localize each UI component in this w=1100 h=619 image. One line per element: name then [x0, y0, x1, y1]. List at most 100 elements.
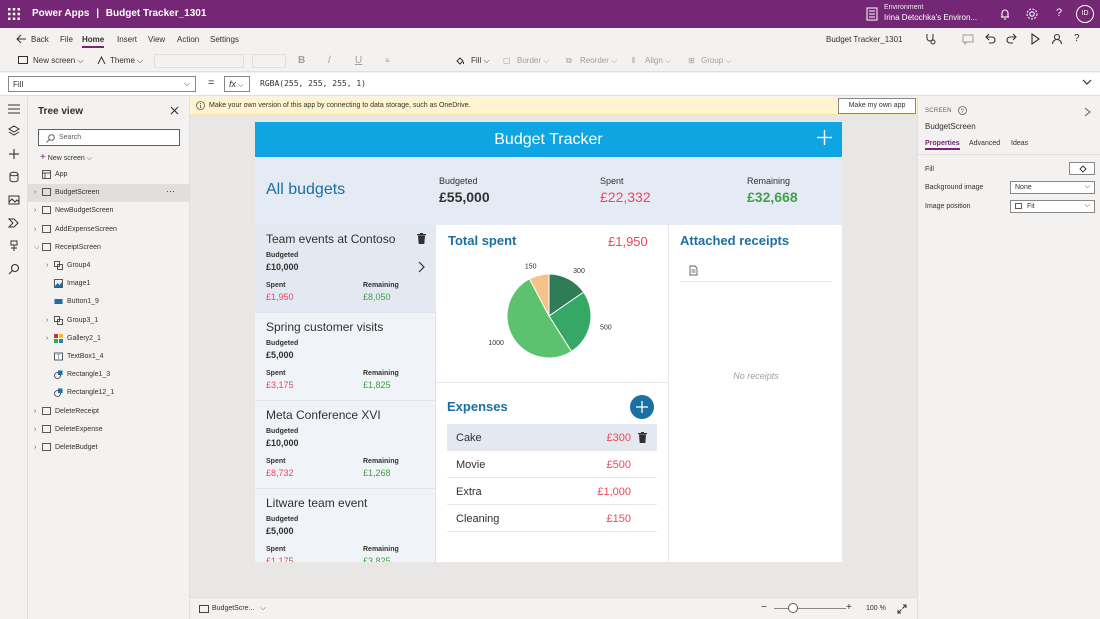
help-icon[interactable]: ?: [1055, 7, 1063, 19]
chevron-right-icon[interactable]: ›: [46, 262, 49, 269]
help-circle-icon[interactable]: ?: [957, 106, 967, 115]
tree-item[interactable]: › DeleteExpense: [28, 421, 190, 439]
search-icon[interactable]: [8, 263, 20, 275]
tree-item[interactable]: Button1_9: [28, 293, 190, 311]
play-preview-icon[interactable]: [1029, 33, 1041, 45]
advanced-tools-icon[interactable]: [8, 240, 20, 252]
budget-list-item[interactable]: Litware team event Budgeted £5,000 Spent £1,…: [255, 489, 436, 562]
close-icon[interactable]: [170, 106, 179, 115]
chevron-down-icon[interactable]: ⌵: [34, 243, 40, 251]
menu-file[interactable]: File: [60, 35, 73, 44]
fill-button[interactable]: Fill ⌵: [471, 56, 490, 65]
tree-item[interactable]: › DeleteBudget: [28, 439, 190, 457]
tree-item[interactable]: › Group3_1: [28, 312, 190, 330]
tree-item[interactable]: › AddExpenseScreen: [28, 221, 190, 239]
tree-view-layers-icon[interactable]: [8, 125, 20, 137]
align-button[interactable]: Align ⌵: [645, 56, 672, 65]
property-dropdown[interactable]: Fill ⌵: [8, 76, 196, 92]
align-icon[interactable]: ⫴: [632, 56, 636, 65]
trash-icon[interactable]: [417, 233, 426, 244]
power-automate-icon[interactable]: [8, 217, 20, 229]
avatar[interactable]: ID: [1076, 5, 1094, 23]
chevron-right-icon[interactable]: ›: [34, 407, 37, 415]
group-button[interactable]: Group ⌵: [701, 56, 732, 65]
italic-button[interactable]: /: [328, 55, 331, 66]
app-launcher-icon[interactable]: [8, 8, 20, 20]
chevron-right-icon[interactable]: ›: [34, 207, 37, 215]
chevron-right-icon[interactable]: ›: [46, 316, 49, 324]
zoom-slider-track[interactable]: [774, 608, 846, 609]
notifications-icon[interactable]: [998, 7, 1012, 21]
expense-row[interactable]: Movie £500: [447, 451, 657, 478]
environment-name[interactable]: Irina Detochka's Environ...: [884, 13, 978, 22]
background-image-dropdown[interactable]: None ⌵: [1010, 181, 1095, 194]
reorder-icon[interactable]: ⧉: [566, 56, 572, 65]
add-expense-button[interactable]: [630, 395, 654, 419]
tree-item[interactable]: › NewBudgetScreen: [28, 202, 190, 220]
expand-formula-icon[interactable]: [1082, 78, 1092, 86]
fill-color-picker[interactable]: [1069, 162, 1095, 175]
border-icon[interactable]: ▢: [503, 56, 511, 65]
text-align-icon[interactable]: ≡: [385, 56, 390, 65]
chevron-right-icon[interactable]: ›: [46, 334, 49, 342]
tree-item[interactable]: ⌵ ReceiptScreen: [28, 239, 190, 257]
budget-list-item[interactable]: Meta Conference XVI Budgeted £10,000 Spent £…: [255, 401, 436, 489]
document-icon[interactable]: [689, 265, 698, 276]
current-screen-selector[interactable]: BudgetScre... ⌵: [212, 605, 266, 612]
zoom-in-button[interactable]: +: [846, 602, 852, 613]
chevron-right-icon[interactable]: ›: [34, 225, 37, 233]
new-screen-icon[interactable]: [18, 56, 28, 64]
border-button[interactable]: Border ⌵: [517, 56, 550, 65]
help-question-icon[interactable]: ?: [1074, 33, 1080, 44]
chevron-right-icon[interactable]: ›: [34, 444, 37, 451]
redo-icon[interactable]: [1006, 33, 1018, 45]
back-arrow-icon[interactable]: [16, 34, 28, 46]
trash-icon[interactable]: [638, 432, 647, 443]
chevron-right-icon[interactable]: ›: [34, 189, 37, 197]
settings-gear-icon[interactable]: [1025, 7, 1039, 21]
tree-item[interactable]: Rectangle12_1: [28, 384, 190, 402]
new-screen-button[interactable]: New screen ⌵: [33, 56, 84, 65]
add-budget-plus-icon[interactable]: [817, 130, 832, 145]
tree-item[interactable]: › Group4: [28, 257, 190, 275]
fill-bucket-icon[interactable]: [455, 56, 465, 66]
hamburger-menu-icon[interactable]: [8, 104, 20, 116]
chevron-right-icon[interactable]: ›: [34, 425, 37, 433]
tree-item[interactable]: › BudgetScreen ···: [28, 184, 190, 203]
more-options-icon[interactable]: ···: [166, 186, 175, 197]
tree-item[interactable]: › DeleteReceipt: [28, 403, 190, 421]
make-my-own-app-button[interactable]: Make my own app: [838, 98, 916, 114]
tab-advanced[interactable]: Advanced: [969, 140, 1001, 147]
tree-search-input[interactable]: Search: [38, 129, 180, 146]
zoom-slider-thumb[interactable]: [788, 603, 798, 613]
tree-item[interactable]: Rectangle1_3: [28, 366, 190, 384]
formula-input[interactable]: RGBA(255, 255, 255, 1): [260, 79, 366, 88]
menu-view[interactable]: View: [148, 35, 166, 44]
fit-to-window-icon[interactable]: [897, 604, 907, 614]
environment-icon[interactable]: [866, 7, 878, 21]
theme-icon[interactable]: [97, 56, 106, 65]
tree-item[interactable]: › Gallery2_1: [28, 330, 190, 348]
tree-new-screen-button[interactable]: + New screen ⌵: [40, 152, 92, 163]
menu-insert[interactable]: Insert: [117, 35, 138, 44]
font-family-dropdown[interactable]: [154, 54, 244, 68]
menu-action[interactable]: Action: [177, 35, 200, 44]
image-position-dropdown[interactable]: Fit ⌵: [1010, 200, 1095, 213]
theme-button[interactable]: Theme ⌵: [110, 56, 144, 65]
expense-row[interactable]: Extra £1,000: [447, 478, 657, 505]
insert-plus-icon[interactable]: [8, 148, 20, 160]
tree-item[interactable]: App: [28, 166, 190, 184]
collapse-panel-chevron-icon[interactable]: [1084, 107, 1091, 117]
expense-row[interactable]: Cake £300: [447, 424, 657, 451]
back-button[interactable]: Back: [31, 35, 49, 44]
underline-button[interactable]: U: [355, 55, 363, 66]
reorder-button[interactable]: Reorder ⌵: [580, 56, 618, 65]
undo-icon[interactable]: [984, 33, 996, 45]
app-checker-icon[interactable]: [924, 33, 936, 45]
menu-home[interactable]: Home: [82, 35, 105, 48]
chevron-right-icon[interactable]: [418, 261, 425, 273]
user-icon[interactable]: [1051, 33, 1063, 45]
tab-ideas[interactable]: Ideas: [1011, 140, 1029, 147]
bold-button[interactable]: B: [298, 55, 306, 66]
expense-row[interactable]: Cleaning £150: [447, 505, 657, 532]
